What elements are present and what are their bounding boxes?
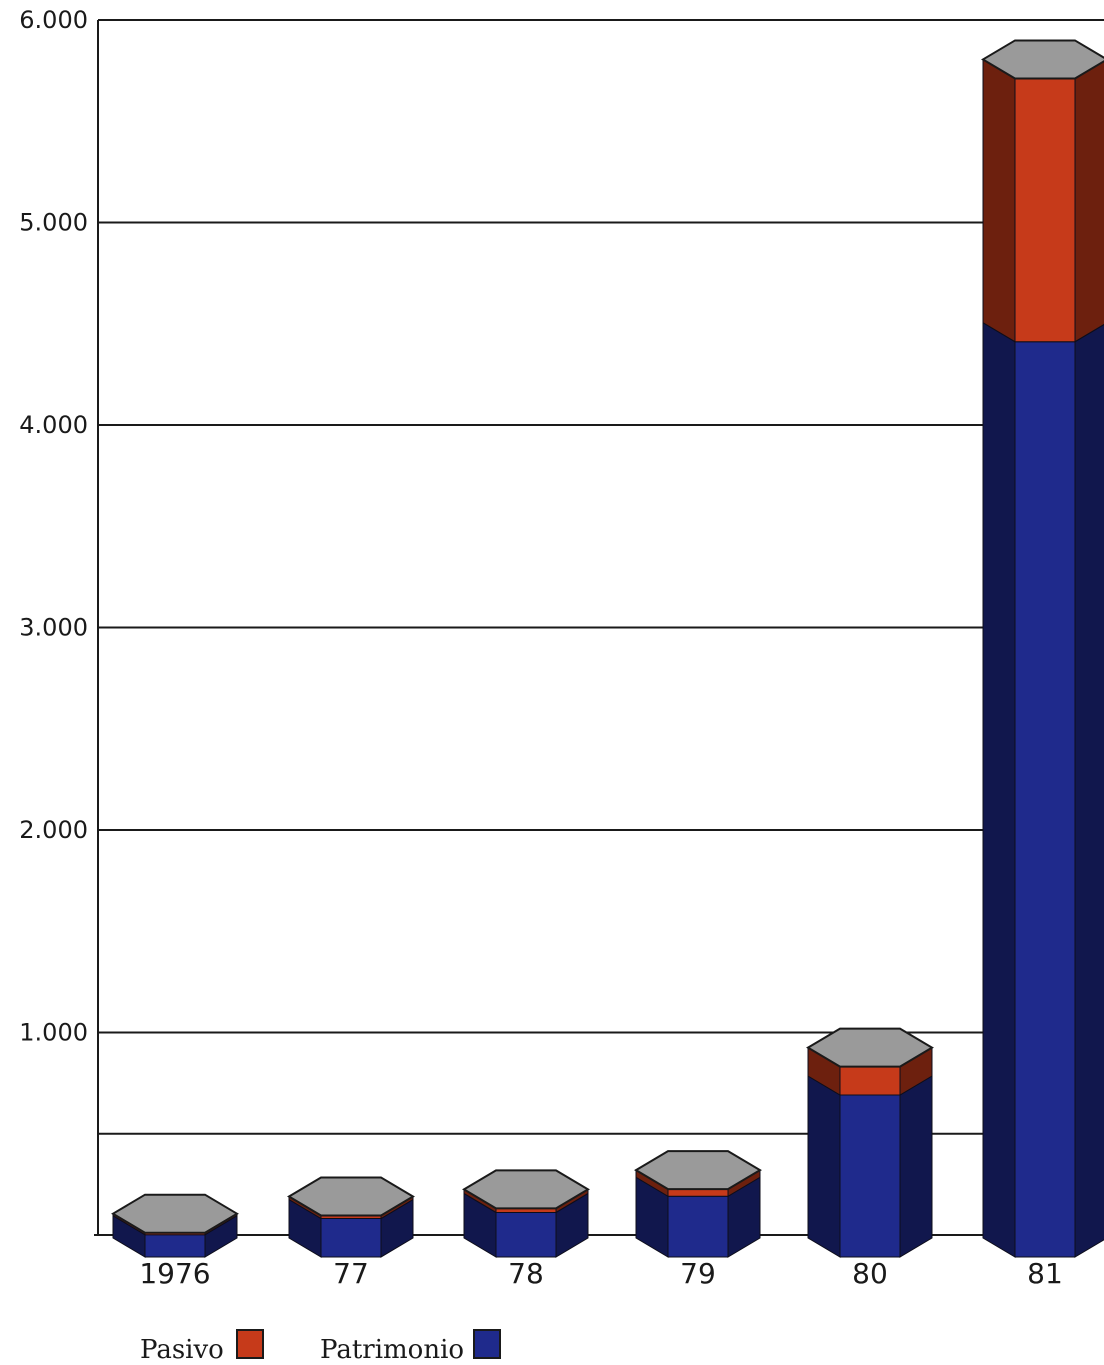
bar-segment-patrimonio-right — [899, 1075, 933, 1258]
bar-segment-pasivo-left — [982, 58, 1016, 343]
bar-segment-patrimonio-right — [1074, 323, 1104, 1258]
y-tick-label: 3.000 — [19, 614, 88, 642]
bar-80 — [806, 1027, 934, 1258]
bar-segment-patrimonio — [667, 1195, 729, 1258]
legend-swatch-patrimonio — [473, 1329, 501, 1359]
y-tick-label: 4.000 — [19, 411, 88, 439]
x-tick-label: 81 — [1027, 1257, 1063, 1290]
y-tick-label: 6.000 — [19, 6, 88, 34]
x-tick-label: 80 — [852, 1257, 888, 1290]
y-axis-ticks: 1.000 2.000 3.000 4.000 5.000 6.000 — [19, 6, 88, 1047]
bar-top — [634, 1150, 762, 1191]
legend-label-patrimonio: Patrimonio — [320, 1335, 464, 1365]
legend: Pasivo Patrimonio — [140, 1329, 501, 1365]
bar-segment-patrimonio — [839, 1094, 901, 1258]
bar-1976 — [111, 1193, 239, 1258]
y-tick-label: 2.000 — [19, 816, 88, 844]
bar-top — [462, 1169, 590, 1210]
legend-swatch-pasivo — [236, 1329, 264, 1359]
bar-segment-pasivo-right — [1074, 60, 1104, 343]
bars — [111, 39, 1104, 1258]
y-tick-label: 5.000 — [19, 209, 88, 237]
bar-79 — [634, 1150, 762, 1258]
bar-segment-patrimonio — [320, 1218, 382, 1258]
bar-77 — [287, 1176, 415, 1258]
bar-segment-pasivo — [667, 1188, 729, 1197]
x-tick-label: 79 — [680, 1257, 716, 1290]
bar-segment-patrimonio — [1014, 341, 1076, 1258]
x-tick-label: 77 — [333, 1257, 369, 1290]
bar-segment-patrimonio-left — [807, 1075, 841, 1258]
bar-segment-patrimonio — [495, 1211, 557, 1258]
legend-label-pasivo: Pasivo — [140, 1335, 224, 1365]
y-tick-label: 1.000 — [19, 1019, 88, 1047]
bar-top — [981, 39, 1104, 80]
bar-segment-pasivo — [1014, 77, 1076, 343]
bar-78 — [462, 1169, 590, 1258]
x-axis-labels: 1976 77 78 79 80 81 — [139, 1257, 1062, 1290]
bar-81 — [981, 39, 1104, 1258]
bar-segment-patrimonio — [144, 1234, 206, 1258]
bar-top — [806, 1027, 934, 1068]
x-tick-label: 1976 — [139, 1257, 210, 1290]
bar-top — [111, 1193, 239, 1234]
bar-segment-pasivo — [839, 1066, 901, 1096]
bar-segment-patrimonio-left — [982, 321, 1016, 1258]
x-tick-label: 78 — [508, 1257, 544, 1290]
bar-top — [287, 1176, 415, 1217]
grid-lines — [98, 19, 1104, 1135]
